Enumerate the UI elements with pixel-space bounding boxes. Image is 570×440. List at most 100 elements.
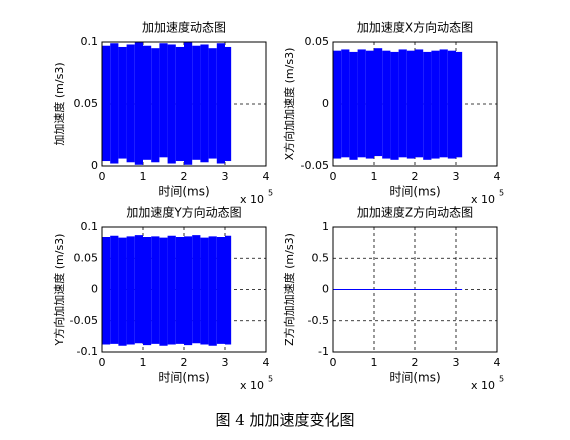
x-tick-label: 0 bbox=[330, 356, 337, 369]
signal-band bbox=[126, 236, 135, 345]
x-axis-label: 时间(ms) bbox=[158, 185, 209, 199]
signal-band bbox=[126, 44, 135, 163]
signal-band bbox=[167, 235, 176, 345]
x-multiplier-exponent: 5 bbox=[268, 189, 273, 198]
y-tick-label: -0.1 bbox=[77, 345, 98, 358]
x-tick-label: 0 bbox=[99, 356, 106, 369]
signal-band bbox=[143, 45, 152, 160]
axes-frame bbox=[332, 226, 498, 353]
y-tick-label: 0.05 bbox=[305, 35, 330, 48]
figure-caption: 图 4 加加速度变化图 bbox=[215, 411, 354, 429]
x-axis-label: 时间(ms) bbox=[158, 371, 209, 385]
y-axis-label: Z方向加加速度 (m/s3) bbox=[282, 233, 296, 346]
x-axis-label: 时间(ms) bbox=[389, 371, 440, 385]
x-multiplier: x 10 bbox=[471, 193, 495, 206]
y-axis-label: 加加速度 (m/s3) bbox=[52, 62, 66, 145]
signal-band bbox=[118, 46, 127, 159]
x-tick-label: 3 bbox=[222, 170, 229, 183]
signal-band bbox=[357, 49, 366, 158]
x-tick-label: 4 bbox=[494, 356, 501, 369]
signal-band bbox=[415, 49, 424, 158]
signal-band bbox=[167, 44, 176, 164]
y-tick-label: -0.05 bbox=[301, 159, 329, 172]
x-tick-label: 2 bbox=[412, 356, 419, 369]
x-multiplier: x 10 bbox=[471, 379, 495, 392]
signal-band bbox=[382, 50, 391, 159]
signal-band bbox=[341, 49, 350, 158]
x-tick-label: 4 bbox=[263, 356, 270, 369]
y-tick-label: -1 bbox=[318, 345, 329, 358]
signal-band bbox=[208, 236, 217, 346]
chart-title: 加加速度Y方向动态图 bbox=[126, 205, 241, 220]
x-tick-label: 3 bbox=[222, 356, 229, 369]
x-axis-label: 时间(ms) bbox=[389, 185, 440, 199]
signal-band bbox=[175, 237, 184, 344]
y-tick-label: -0.5 bbox=[308, 314, 329, 327]
x-multiplier: x 10 bbox=[240, 193, 264, 206]
x-tick-label: 2 bbox=[181, 356, 188, 369]
signal-band bbox=[175, 46, 184, 162]
signal-band bbox=[102, 45, 111, 162]
signal-band bbox=[143, 237, 152, 346]
x-tick-label: 3 bbox=[453, 170, 460, 183]
y-tick-label: 0.05 bbox=[74, 251, 99, 264]
x-multiplier: x 10 bbox=[240, 379, 264, 392]
signal-band bbox=[200, 44, 209, 163]
signal-band bbox=[431, 50, 440, 159]
y-tick-label: 0 bbox=[91, 283, 98, 296]
x-tick-label: 2 bbox=[412, 170, 419, 183]
x-tick-label: 0 bbox=[330, 170, 337, 183]
signal-band bbox=[118, 237, 127, 346]
chart-title: 加加速度动态图 bbox=[142, 20, 226, 35]
y-tick-label: 1 bbox=[322, 220, 329, 233]
signal-band bbox=[439, 49, 448, 158]
axes-frame bbox=[101, 226, 267, 353]
x-tick-label: 4 bbox=[494, 170, 501, 183]
x-multiplier-exponent: 5 bbox=[499, 375, 504, 384]
signal-band bbox=[406, 50, 415, 159]
signal-band bbox=[102, 237, 111, 345]
y-tick-label: 0.5 bbox=[312, 251, 330, 264]
signal-band bbox=[110, 43, 119, 164]
x-tick-label: 0 bbox=[99, 170, 106, 183]
y-tick-label: -0.05 bbox=[70, 314, 98, 327]
y-tick-label: 0 bbox=[322, 283, 329, 296]
signal-band bbox=[333, 50, 342, 159]
chart-title: 加加速度Z方向动态图 bbox=[357, 205, 473, 220]
signal-band bbox=[398, 49, 407, 158]
signal-band bbox=[225, 46, 232, 162]
signal-band bbox=[216, 43, 225, 164]
x-multiplier-exponent: 5 bbox=[268, 375, 273, 384]
axes-frame bbox=[101, 41, 267, 167]
signal-band bbox=[216, 237, 225, 344]
signal-band bbox=[447, 50, 456, 159]
y-tick-label: 0.1 bbox=[81, 220, 99, 233]
signal-band bbox=[225, 235, 232, 345]
signal-band bbox=[192, 235, 201, 344]
signal-band bbox=[200, 237, 209, 345]
signal-band bbox=[134, 42, 143, 165]
y-tick-label: 0.05 bbox=[74, 97, 99, 110]
signal-band bbox=[159, 43, 168, 158]
y-tick-label: 0 bbox=[91, 159, 98, 172]
axes-frame bbox=[332, 41, 498, 167]
y-tick-label: 0.1 bbox=[81, 35, 99, 48]
signal-band bbox=[151, 48, 160, 163]
x-tick-label: 1 bbox=[371, 170, 378, 183]
x-tick-label: 1 bbox=[371, 356, 378, 369]
x-tick-label: 4 bbox=[263, 170, 270, 183]
chart-title: 加加速度X方向动态图 bbox=[357, 20, 473, 35]
y-tick-label: 0 bbox=[322, 97, 329, 110]
y-axis-label: X方向加加速度 (m/s3) bbox=[282, 48, 296, 161]
x-multiplier-exponent: 5 bbox=[499, 189, 504, 198]
signal-band bbox=[184, 236, 193, 346]
x-tick-label: 1 bbox=[140, 356, 147, 369]
signal-band bbox=[456, 51, 463, 158]
signal-band bbox=[184, 42, 193, 165]
signal-band bbox=[349, 51, 358, 160]
x-tick-label: 2 bbox=[181, 170, 188, 183]
x-tick-label: 3 bbox=[453, 356, 460, 369]
x-tick-label: 1 bbox=[140, 170, 147, 183]
signal-band bbox=[365, 50, 374, 159]
